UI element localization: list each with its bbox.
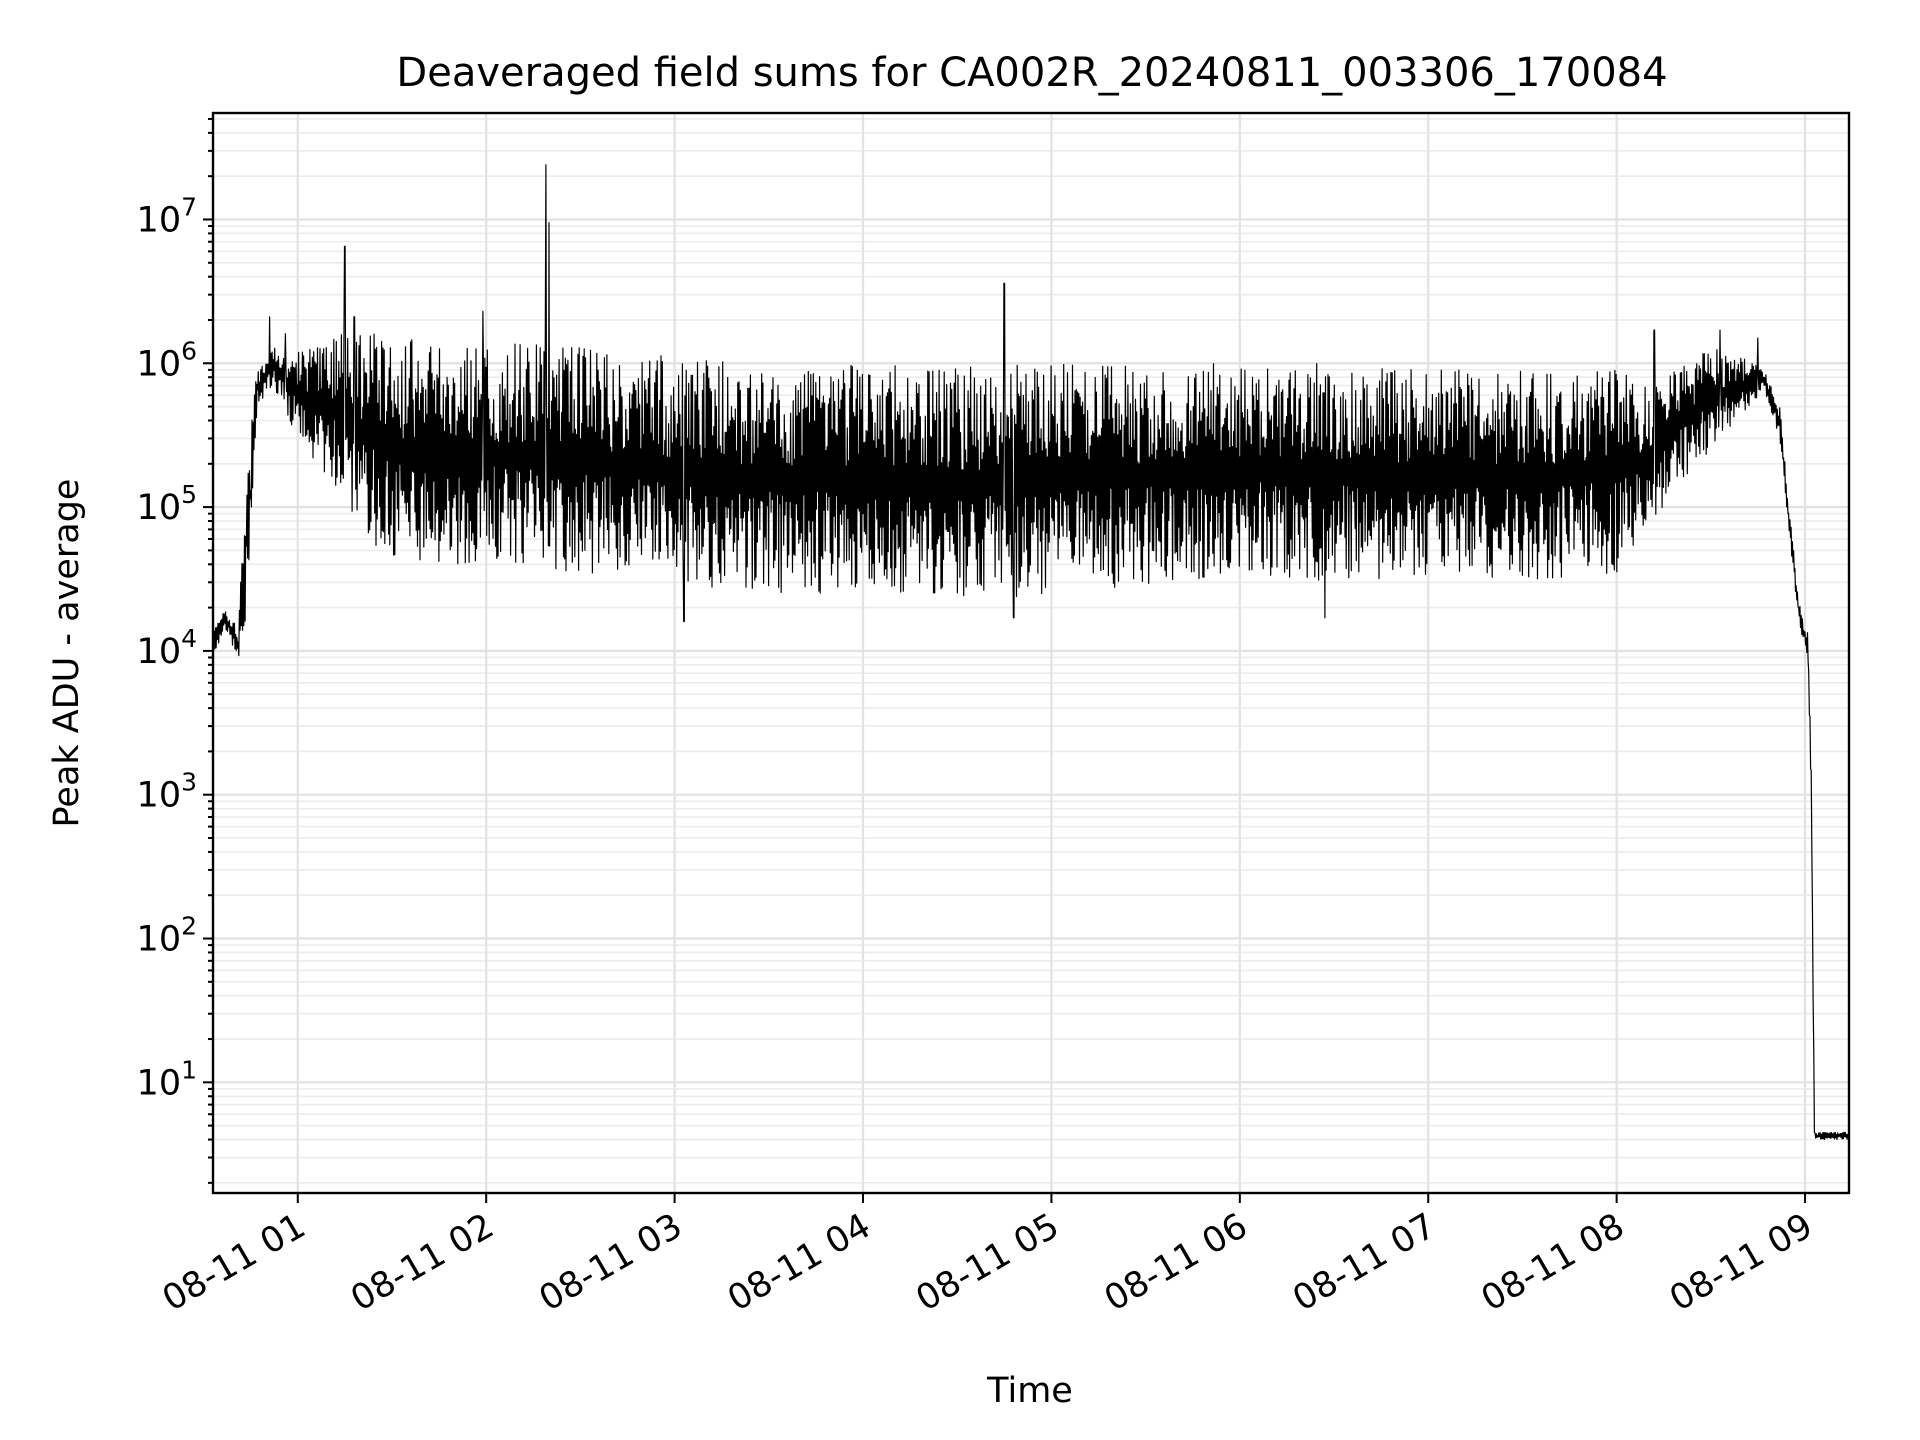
series-line	[212, 164, 1850, 1141]
chart-title: Deaveraged field sums for CA002R_2024081…	[396, 50, 1667, 96]
y-axis-label: Peak ADU - average	[47, 479, 87, 828]
x-axis-label: Time	[986, 1371, 1073, 1411]
y-tick-label: 101	[137, 1055, 197, 1103]
grid	[213, 113, 1849, 1193]
y-tick-label: 102	[137, 912, 197, 960]
y-tick-label: 106	[137, 336, 197, 384]
y-tick-label: 107	[137, 192, 197, 240]
y-tick-labels: 101 102 103 104 105 106 107	[137, 192, 197, 1103]
y-tick-label: 104	[137, 624, 197, 672]
y-tick-label: 105	[137, 480, 197, 528]
y-tick-label: 103	[137, 768, 197, 816]
plot-frame	[211, 111, 1851, 1195]
